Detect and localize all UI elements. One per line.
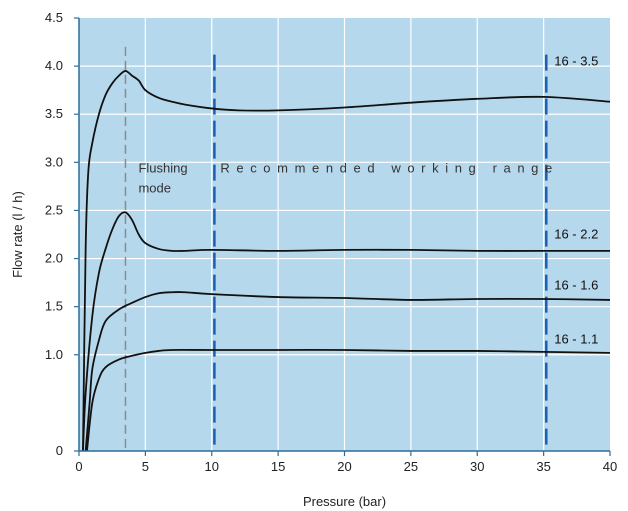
y-tick-label: 1.0	[45, 347, 63, 362]
y-tick-label: 2.5	[45, 202, 63, 217]
series-label: 16 - 3.5	[554, 53, 598, 68]
series-label: 16 - 1.1	[554, 331, 598, 346]
working-range-label: Recommended working range	[220, 160, 558, 175]
series-label: 16 - 2.2	[554, 227, 598, 242]
y-tick-label: 1.5	[45, 299, 63, 314]
annotations: Flushing mode Recommended working range	[138, 160, 558, 195]
series-labels: 16 - 3.5 16 - 2.2 16 - 1.6 16 - 1.1	[554, 53, 598, 346]
x-tick-label: 5	[142, 459, 149, 474]
x-tick-label: 20	[337, 459, 351, 474]
y-tick-label: 0	[56, 443, 63, 458]
flushing-mode-label: Flushing	[138, 160, 187, 175]
flushing-mode-label: mode	[138, 180, 171, 195]
series-line	[86, 348, 611, 452]
y-axis-title: Flow rate (l / h)	[10, 191, 25, 278]
y-tick-label: 2.0	[45, 251, 63, 266]
series-label: 16 - 1.6	[554, 277, 598, 292]
x-tick-label: 30	[470, 459, 484, 474]
series-curves	[82, 70, 611, 452]
x-tick-label: 35	[536, 459, 550, 474]
axis-frame	[74, 17, 611, 456]
series-line	[84, 291, 611, 452]
x-tick-label: 40	[603, 459, 617, 474]
x-tick-label: 25	[404, 459, 418, 474]
y-tick-label: 4.0	[45, 58, 63, 73]
marker-lines	[124, 46, 548, 451]
x-axis-title: Pressure (bar)	[303, 494, 386, 509]
x-tick-label: 15	[271, 459, 285, 474]
x-tick-label: 0	[75, 459, 82, 474]
y-tick-label: 3.5	[45, 106, 63, 121]
x-tick-label: 10	[205, 459, 219, 474]
tick-labels: 0 5 10 15 20 25 30 35 40 0 1.0 1.5 2.0 2.5 3.0 3.5 4.0 4.…	[45, 10, 617, 474]
y-tick-label: 4.5	[45, 10, 63, 25]
series-line	[82, 211, 610, 452]
y-tick-label: 3.0	[45, 154, 63, 169]
grid-lines	[79, 18, 610, 451]
series-line	[82, 70, 611, 452]
